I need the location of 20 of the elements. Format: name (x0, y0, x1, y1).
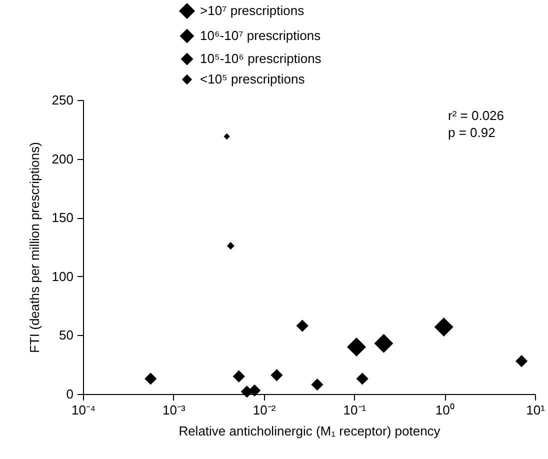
y-tick-label: 50 (59, 328, 74, 343)
y-tick-label: 250 (52, 92, 74, 108)
y-tick-label: 0 (66, 386, 74, 402)
x-tick-label: 10⁻² (252, 402, 276, 418)
y-axis-title: FTI (deaths per million prescriptions) (26, 142, 42, 353)
x-tick-label: 10⁻³ (162, 402, 186, 418)
y-tick-label: 150 (52, 210, 74, 226)
y-tick-label: 100 (52, 268, 74, 284)
legend-label: >10⁷ prescriptions (200, 3, 305, 18)
legend-label: 10⁵-10⁶ prescriptions (200, 51, 322, 66)
x-tick-label: 10⁰ (435, 402, 455, 418)
x-axis-title: Relative anticholinergic (M₁ receptor) potency (178, 424, 441, 438)
x-tick-label: 10⁻¹ (343, 402, 367, 418)
legend-label: <10⁵ prescriptions (200, 72, 306, 86)
y-tick-label: 200 (52, 151, 74, 166)
annotation: p = 0.92 (448, 125, 496, 140)
x-tick-label: 10⁻⁴ (71, 402, 96, 418)
x-tick-label: 10¹ (526, 402, 546, 418)
legend-label: 10⁶-10⁷ prescriptions (200, 28, 322, 43)
annotation: r² = 0.026 (448, 108, 504, 123)
